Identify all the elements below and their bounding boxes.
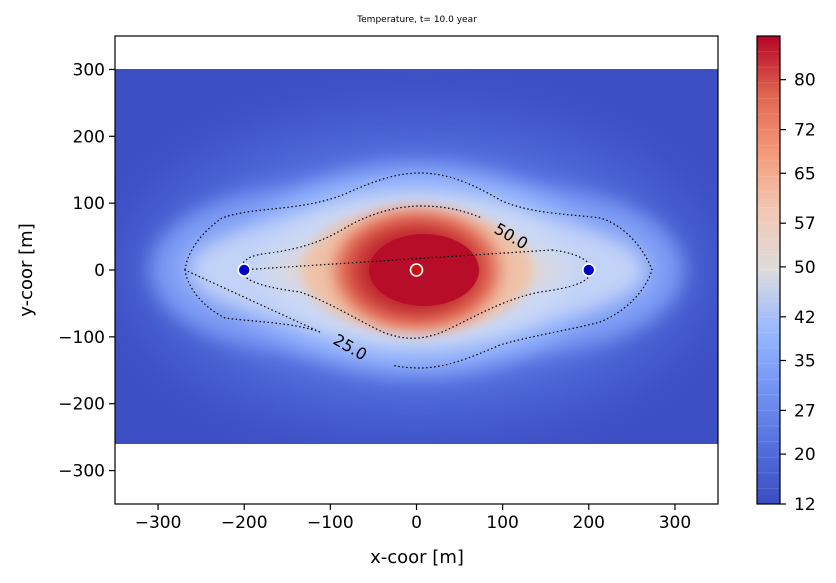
y-axis: 300 200 100 0 −100 −200 −300 xyxy=(58,60,115,482)
y-tick-label: 100 xyxy=(73,194,105,214)
colorbar-tick-label: 57 xyxy=(794,214,816,234)
colorbar-tick-label: 65 xyxy=(794,164,816,184)
y-tick-label: −100 xyxy=(58,328,105,348)
colorbar-frame xyxy=(756,35,781,505)
temperature-field xyxy=(115,69,718,444)
colorbar: 12 20 27 35 42 50 57 65 72 80 xyxy=(756,35,816,515)
contour-25 xyxy=(184,172,653,369)
colorbar-tick-label: 50 xyxy=(794,258,816,278)
y-tick-label: 200 xyxy=(73,127,105,147)
colorbar-tick-label: 20 xyxy=(794,445,816,465)
chart-title: Temperature, t= 10.0 year xyxy=(356,15,477,25)
y-tick-label: −200 xyxy=(58,395,105,415)
x-tick-label: 0 xyxy=(411,513,422,533)
colorbar-tick-label: 72 xyxy=(794,121,816,141)
well-marker xyxy=(409,263,424,277)
colorbar-tick-label: 12 xyxy=(794,495,816,515)
colorbar-tick-label: 27 xyxy=(794,401,816,421)
x-tick-label: −300 xyxy=(135,513,182,533)
well-marker xyxy=(581,263,596,277)
colorbar-tick-label: 42 xyxy=(794,308,816,328)
colorbar-gradient xyxy=(757,36,780,504)
y-axis-label: y-coor [m] xyxy=(16,223,37,316)
x-tick-label: −200 xyxy=(221,513,268,533)
x-tick-label: 300 xyxy=(659,513,691,533)
wells-layer xyxy=(237,263,596,277)
y-tick-label: −300 xyxy=(58,462,105,482)
x-tick-label: 100 xyxy=(486,513,518,533)
x-axis: −300 −200 −100 0 100 200 300 xyxy=(135,504,691,533)
x-axis-label: x-coor [m] xyxy=(370,547,464,568)
well-marker xyxy=(237,263,252,277)
y-tick-label: 300 xyxy=(73,60,105,80)
y-tick-label: 0 xyxy=(94,261,105,281)
x-tick-label: 200 xyxy=(573,513,605,533)
colorbar-tick-label: 80 xyxy=(794,71,816,91)
colorbar-tick-label: 35 xyxy=(794,351,816,371)
x-tick-label: −100 xyxy=(307,513,354,533)
colorbar-ticks: 12 20 27 35 42 50 57 65 72 80 xyxy=(780,71,816,515)
colorbar-bands xyxy=(757,51,780,489)
